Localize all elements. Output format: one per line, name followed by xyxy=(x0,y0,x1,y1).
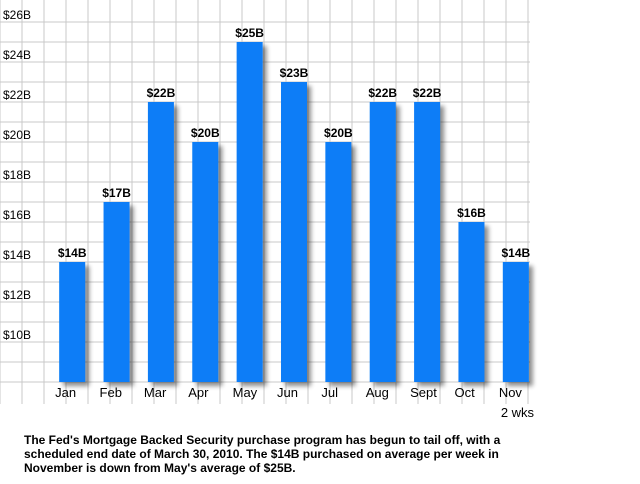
data-label: $23B xyxy=(280,66,309,80)
data-label: $20B xyxy=(324,126,353,140)
y-tick-label: $16B xyxy=(3,208,31,222)
bar-jul xyxy=(325,142,352,382)
x-tick-label: Nov xyxy=(499,385,523,400)
bar-feb xyxy=(103,202,130,382)
x-axis-ticks: Jan Feb Mar Apr May Jun Jul Aug Sept Oct Nov 2 wks xyxy=(55,385,534,420)
bar-sept xyxy=(414,102,441,382)
data-label: $25B xyxy=(235,26,264,40)
bar-apr xyxy=(192,142,219,382)
data-labels: $14B $17B $22B $20B $25B $23B $20B $22B $22B $16B… xyxy=(58,26,531,260)
bar-jun xyxy=(281,82,307,382)
x-tick-label: Sept xyxy=(410,385,437,400)
x-tick-label: Apr xyxy=(188,385,209,400)
bar-may xyxy=(236,42,263,382)
bars xyxy=(59,42,529,382)
x-tick-label: Mar xyxy=(144,385,167,400)
data-label: $22B xyxy=(147,86,176,100)
x-tick-label: Jun xyxy=(277,385,298,400)
chart-caption: The Fed's Mortgage Backed Security purch… xyxy=(24,433,501,475)
x-tick-label: Jan xyxy=(55,385,76,400)
x-tick-label: May xyxy=(233,385,258,400)
data-label: $14B xyxy=(58,246,87,260)
bar-chart: $10B $12B $14B $16B $18B $20B $22B $24B $26B $14… xyxy=(0,0,535,422)
bar-oct xyxy=(458,222,485,382)
x-tick-label: Feb xyxy=(100,385,122,400)
data-label: $17B xyxy=(102,186,131,200)
y-tick-label: $24B xyxy=(3,48,31,62)
x-tick-label: Oct xyxy=(454,385,475,400)
bar-aug xyxy=(369,102,396,382)
y-tick-label: $20B xyxy=(3,128,31,142)
data-label: $22B xyxy=(413,86,442,100)
data-label: $16B xyxy=(457,206,486,220)
x-tick-sublabel: 2 wks xyxy=(501,405,535,420)
bar-nov xyxy=(502,262,529,382)
data-label: $22B xyxy=(368,86,397,100)
bar-jan xyxy=(59,262,86,382)
x-tick-label: Aug xyxy=(366,385,389,400)
y-tick-label: $26B xyxy=(3,8,31,22)
y-axis-ticks: $10B $12B $14B $16B $18B $20B $22B $24B $26B xyxy=(3,8,31,342)
y-tick-label: $18B xyxy=(3,168,31,182)
bar-mar xyxy=(147,102,174,382)
y-tick-label: $22B xyxy=(3,88,31,102)
data-label: $20B xyxy=(191,126,220,140)
data-label: $14B xyxy=(501,246,530,260)
x-tick-label: Jul xyxy=(321,385,338,400)
y-tick-label: $12B xyxy=(3,288,31,302)
y-tick-label: $10B xyxy=(3,328,31,342)
y-tick-label: $14B xyxy=(3,248,31,262)
